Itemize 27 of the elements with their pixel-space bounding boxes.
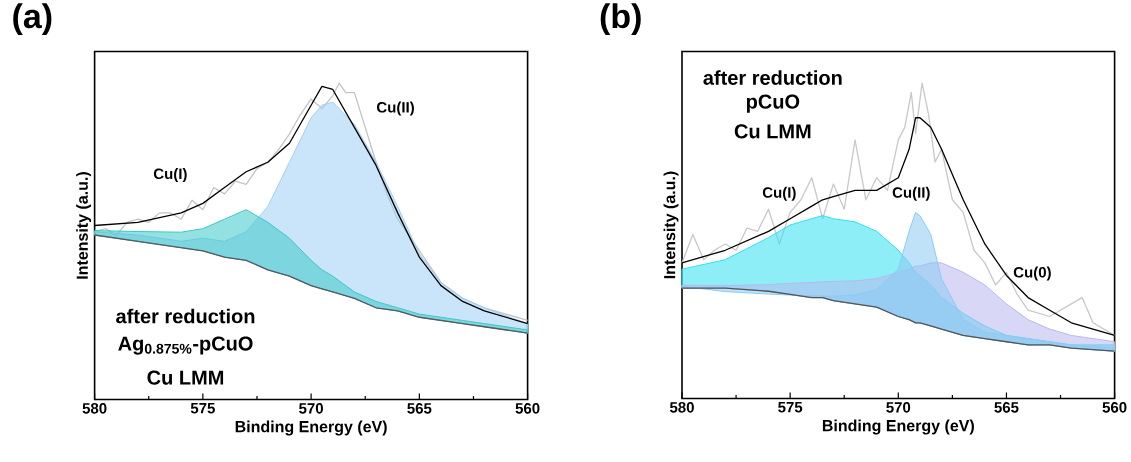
annotation: Cu(I) [762, 187, 796, 202]
x-tick-label: 580 [669, 402, 694, 413]
x-tick-label: 570 [886, 402, 911, 413]
chart-title: (b) [600, 3, 641, 36]
annotation: Cu(I) [153, 168, 187, 183]
y-axis-title: Intensity (a.u.) [76, 172, 92, 279]
annotation: Cu(II) [892, 187, 930, 202]
annotation: Cu(0) [1013, 266, 1051, 281]
annotation: Cu(II) [376, 101, 414, 116]
x-tick-label: 565 [407, 403, 432, 414]
x-tick-label: 575 [190, 403, 215, 414]
x-tick-label: 570 [299, 403, 323, 414]
x-axis-title: Binding Energy (eV) [235, 420, 387, 436]
x-tick-label: 580 [82, 403, 107, 414]
x-axis-title: Binding Energy (eV) [822, 419, 974, 435]
x-tick-label: 560 [1102, 402, 1127, 413]
x-tick-label: 560 [515, 403, 540, 414]
annotation: pCuO [746, 94, 800, 113]
annotation: Ag$_{0.875%}$-pCuO [118, 336, 253, 355]
y-axis-title: Intensity (a.u.) [663, 171, 679, 279]
x-tick-label: 575 [778, 402, 803, 413]
x-tick-label: 565 [994, 402, 1019, 413]
annotation: after reduction [116, 308, 255, 324]
annotation: Cu LMM [734, 124, 811, 139]
annotation: after reduction [703, 70, 842, 86]
annotation: Cu LMM [147, 370, 224, 385]
chart-title: (a) [13, 3, 52, 36]
